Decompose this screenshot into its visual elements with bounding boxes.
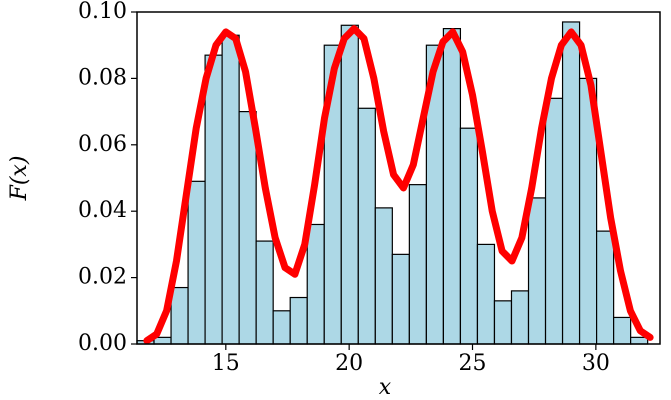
bar <box>510 290 530 345</box>
bar <box>630 336 649 345</box>
bar <box>187 180 206 345</box>
bar <box>221 34 240 345</box>
bar <box>544 97 564 345</box>
bar <box>476 243 496 345</box>
x-tick-label: 20 <box>335 351 363 376</box>
x-tick-label: 15 <box>212 351 240 376</box>
y-tick-label: 0.10 <box>78 0 127 24</box>
bar <box>306 223 325 345</box>
y-tick-label: 0.02 <box>78 265 127 290</box>
bar <box>459 127 479 345</box>
bar <box>391 253 410 345</box>
plot-frame <box>136 11 661 345</box>
y-tick-label: 0.04 <box>78 198 127 223</box>
x-tick-label: 30 <box>582 351 610 376</box>
bar <box>204 54 223 345</box>
x-axis-label: x <box>379 375 392 400</box>
bar <box>272 310 291 345</box>
bar <box>255 240 274 345</box>
y-axis-label: F(x) <box>7 156 32 202</box>
y-tick-label: 0.06 <box>78 132 127 157</box>
bar <box>595 230 615 345</box>
fit-curve <box>143 25 654 345</box>
y-tick-label: 0.08 <box>78 65 127 90</box>
bar <box>374 207 393 345</box>
bar <box>408 184 427 345</box>
bar <box>527 197 547 345</box>
bar <box>170 286 189 345</box>
bar <box>613 316 632 345</box>
bar <box>493 300 513 345</box>
bar <box>442 28 462 345</box>
y-tick-label: 0.00 <box>78 331 127 356</box>
bar <box>357 107 376 345</box>
x-tick-label: 25 <box>459 351 487 376</box>
bar <box>238 110 257 345</box>
bar <box>561 21 581 345</box>
bar <box>289 296 308 345</box>
bar <box>340 24 359 345</box>
